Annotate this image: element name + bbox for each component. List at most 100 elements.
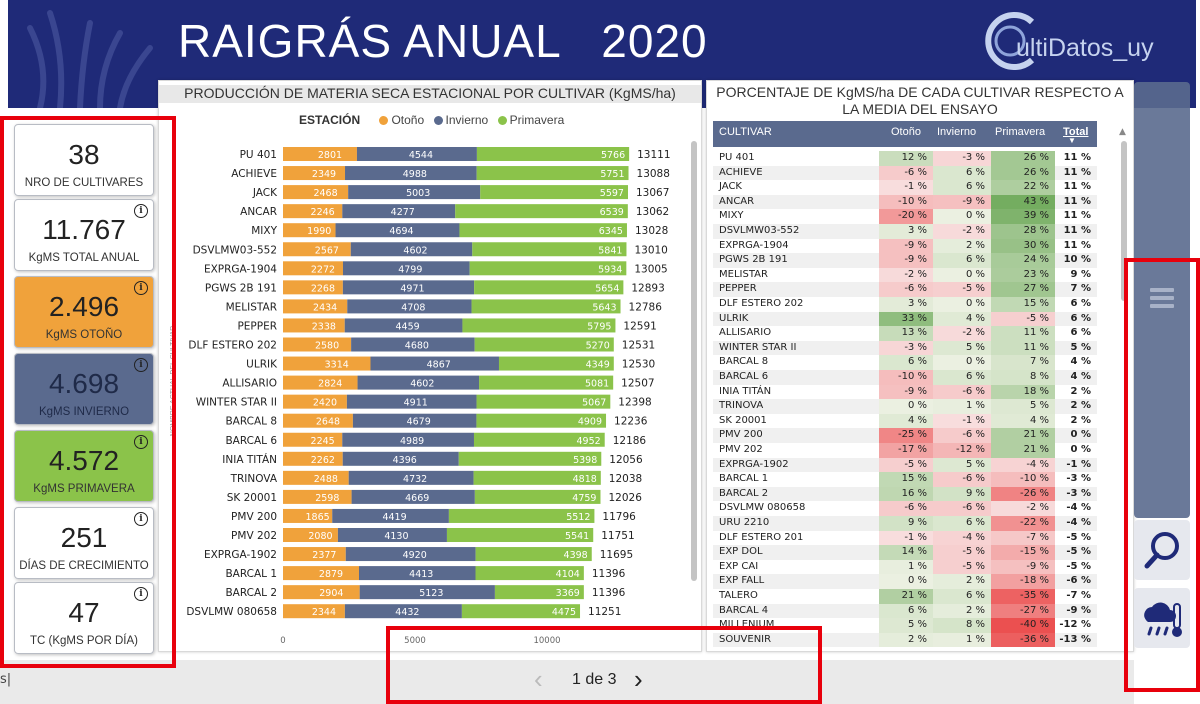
info-icon[interactable]: i [134, 587, 148, 601]
table-row[interactable]: DSVLMW 080658 -6 % -6 % -2 % -4 % [713, 501, 1097, 516]
info-icon[interactable]: i [134, 512, 148, 526]
table-row[interactable]: BARCAL 1 15 % -6 % -10 % -3 % [713, 472, 1097, 487]
table-row[interactable]: EXPRGA-1902 -5 % 5 % -4 % -1 % [713, 457, 1097, 473]
table-row[interactable]: EXP FALL 0 % 2 % -18 % -6 % [713, 574, 1097, 589]
bar-total-label: 12507 [621, 378, 654, 390]
legend-item-primavera[interactable]: Primavera [492, 113, 564, 127]
table-cell: 5 % [933, 457, 991, 473]
bar-segment-primavera [472, 242, 627, 257]
table-cell: -2 % [933, 224, 991, 239]
info-icon[interactable]: i [134, 281, 148, 295]
table-row[interactable]: ALLISARIO 13 % -2 % 11 % 6 % [713, 326, 1097, 341]
table-row[interactable]: DLF ESTERO 202 3 % 0 % 15 % 6 % [713, 297, 1097, 312]
scroll-up-icon[interactable]: ▲ [1119, 127, 1126, 137]
table-row[interactable]: MELISTAR -2 % 0 % 23 % 9 % [713, 267, 1097, 283]
table-row[interactable]: WINTER STAR II -3 % 5 % 11 % 5 % [713, 340, 1097, 356]
table-row[interactable]: URU 2210 9 % 6 % -22 % -4 % [713, 516, 1097, 531]
table-cell: -1 % [879, 180, 933, 195]
bar-data-label: 5398 [573, 455, 597, 466]
bar-segment-invierno [342, 451, 459, 466]
table-row[interactable]: PU 401 12 % -3 % 26 % 11 % [713, 151, 1097, 166]
bar-total-label: 11396 [592, 568, 626, 580]
table-row[interactable]: ANCAR -10 % -9 % 43 % 11 % [713, 194, 1097, 210]
table-row[interactable]: BARCAL 4 6 % 2 % -27 % -9 % [713, 603, 1097, 619]
bar-segment-primavera [455, 204, 628, 219]
table-row[interactable]: MILLENIUM 5 % 8 % -40 % -12 % [713, 618, 1097, 633]
table-row[interactable]: DLF ESTERO 201 -1 % -4 % -7 % -5 % [713, 530, 1097, 546]
table-cell: 7 % [1070, 283, 1091, 295]
table-row[interactable]: EXP CAI 1 % -5 % -9 % -5 % [713, 559, 1097, 575]
table-row[interactable]: SK 20001 4 % -1 % 4 % 2 % [713, 413, 1097, 429]
table-cell: 11 % [1063, 181, 1091, 193]
table-cell: -5 % [879, 457, 933, 473]
logo-c-icon [985, 12, 1035, 70]
table-cell: 4 % [991, 413, 1055, 429]
bar-segment-invierno [352, 413, 477, 428]
bar-segment-primavera [471, 299, 621, 314]
table-scrollbar[interactable] [1121, 141, 1127, 301]
table-row[interactable]: JACK -1 % 6 % 22 % 11 % [713, 180, 1097, 195]
info-icon[interactable]: i [134, 435, 148, 449]
bar-segment-primavera [461, 604, 581, 619]
table-row[interactable]: EXPRGA-1904 -9 % 2 % 30 % 11 % [713, 238, 1097, 254]
table-row[interactable]: INIA TITÁN -9 % -6 % 18 % 2 % [713, 384, 1097, 400]
hamburger-menu-icon[interactable] [1150, 288, 1174, 312]
bar-data-label: 2567 [315, 245, 339, 256]
column-header-cultivar[interactable]: CULTIVAR [719, 126, 772, 138]
legend-item-otono[interactable]: Otoño [373, 113, 424, 127]
table-row[interactable]: PEPPER -6 % -5 % 27 % 7 % [713, 282, 1097, 297]
info-icon[interactable]: i [134, 358, 148, 372]
bar-data-label: 2245 [311, 436, 335, 447]
table-cell: 27 % [991, 282, 1055, 297]
table-cell: ACHIEVE [719, 166, 763, 178]
prev-page-button[interactable]: ‹ [534, 664, 543, 694]
column-header-invierno[interactable]: Invierno [937, 126, 977, 138]
category-label: ANCAR [240, 206, 277, 218]
bar-data-label: 6345 [599, 226, 623, 237]
table-row[interactable]: TALERO 21 % 6 % -35 % -7 % [713, 589, 1097, 604]
table-cell: 2 % [1070, 414, 1091, 426]
next-page-button[interactable]: › [634, 664, 643, 694]
kpi-card: 4.698 KgMS INVIERNO i [14, 353, 154, 425]
table-row[interactable]: EXP DOL 14 % -5 % -15 % -5 % [713, 545, 1097, 560]
column-header-otono[interactable]: Otoño [891, 126, 921, 138]
table-row[interactable]: ACHIEVE -6 % 6 % 26 % 11 % [713, 165, 1097, 181]
table-cell: 7 % [991, 355, 1055, 370]
table-row[interactable]: PMV 202 -17 % -12 % 21 % 0 % [713, 443, 1097, 458]
kpi-label: DÍAS DE CRECIMIENTO [19, 560, 149, 572]
table-cell: -4 % [991, 457, 1055, 473]
bar-total-label: 12591 [623, 320, 656, 332]
table-row[interactable]: PMV 200 -25 % -6 % 21 % 0 % [713, 428, 1097, 443]
table-row[interactable]: TRINOVA 0 % 1 % 5 % 2 % [713, 399, 1097, 414]
weather-button[interactable] [1134, 588, 1190, 648]
bar-data-label: 5597 [600, 188, 624, 199]
info-icon[interactable]: i [134, 204, 148, 218]
table-cell: -5 % [933, 559, 991, 575]
chart-scrollbar[interactable] [691, 141, 697, 581]
legend-item-invierno[interactable]: Invierno [428, 113, 488, 127]
table-cell: -9 % [1066, 604, 1091, 616]
bar-data-label: 5270 [586, 341, 610, 352]
table-cell: DLF ESTERO 201 [719, 531, 804, 543]
bar-data-label: 4130 [384, 531, 408, 542]
column-header-total[interactable]: Total [1063, 126, 1089, 138]
table-row[interactable]: PGWS 2B 191 -9 % 6 % 24 % 10 % [713, 253, 1097, 268]
bar-segment-otoño [283, 375, 358, 390]
table-row[interactable]: SOUVENIR 2 % 1 % -36 % -13 % [713, 632, 1097, 648]
search-button[interactable] [1134, 520, 1190, 580]
table-row[interactable]: ULRIK 33 % 4 % -5 % 6 % [713, 311, 1097, 327]
table-row[interactable]: BARCAL 8 6 % 0 % 7 % 4 % [713, 355, 1097, 370]
table-cell: -6 % [879, 282, 933, 297]
bar-data-label: 4694 [389, 226, 413, 237]
table-cell: BARCAL 2 [719, 487, 769, 499]
table-row[interactable]: DSVLMW03-552 3 % -2 % 28 % 11 % [713, 224, 1097, 239]
table-cell: 6 % [1070, 327, 1091, 339]
table-cell: 6 % [933, 370, 991, 385]
table-row[interactable]: BARCAL 6 -10 % 6 % 8 % 4 % [713, 370, 1097, 385]
table-cell: 11 % [991, 340, 1055, 356]
stacked-bar-chart[interactable]: NOMBRE ACTUAL DEL CULTIVAR PU 401 2801 4544… [159, 81, 701, 651]
table-row[interactable]: BARCAL 2 16 % 9 % -26 % -3 % [713, 486, 1097, 502]
legend-title: ESTACIÓN [299, 113, 361, 127]
column-header-primavera[interactable]: Primavera [995, 126, 1046, 138]
table-row[interactable]: MIXY -20 % 0 % 39 % 11 % [713, 209, 1097, 224]
